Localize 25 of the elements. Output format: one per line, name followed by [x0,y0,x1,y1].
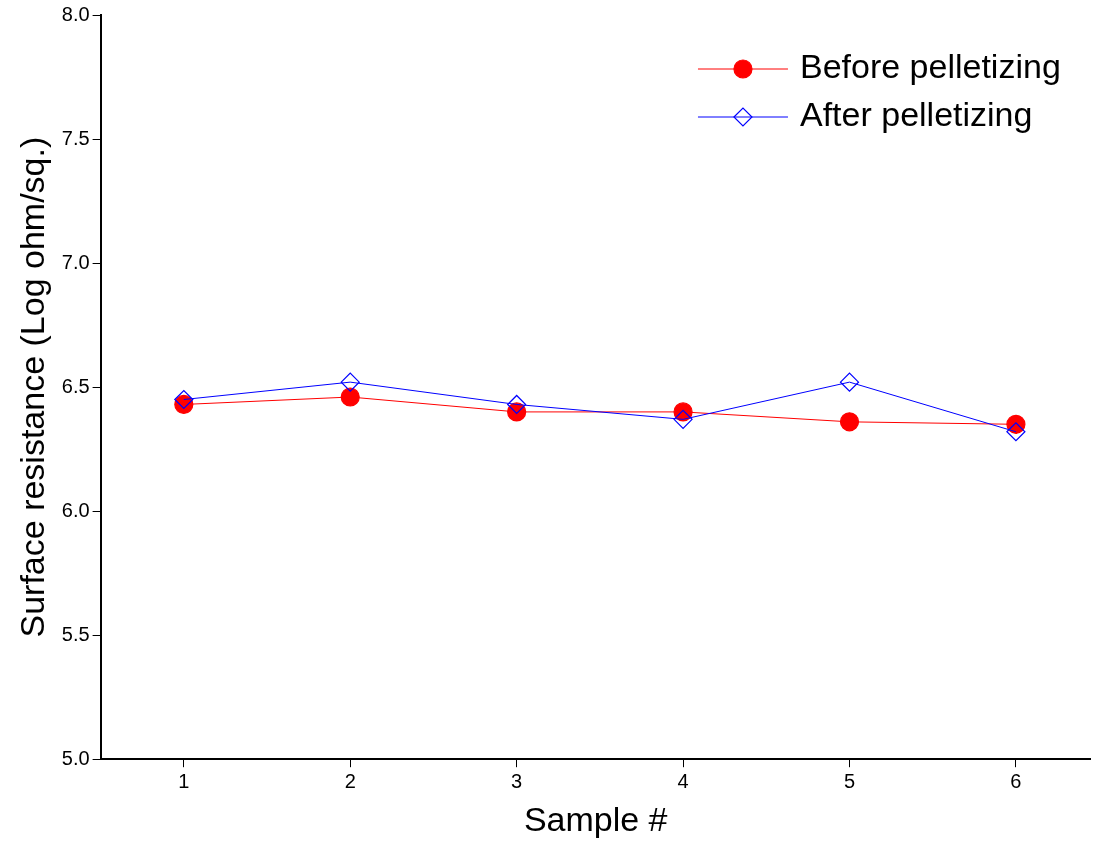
point [1006,422,1026,442]
point [673,409,693,429]
y-tick-label: 5.0 [61,746,90,769]
y-tick-label: 8.0 [61,2,90,25]
point [340,387,360,407]
x-tick-label: 2 [344,769,356,792]
y-tick-label: 6.0 [61,498,90,521]
x-tick-label: 1 [178,769,190,792]
y-tick-label: 5.5 [61,622,90,645]
point [839,412,860,432]
x-tick-label: 3 [511,769,523,792]
x-tick-label: 5 [843,769,856,792]
point [507,394,527,415]
legend-label: After pelletizing [799,95,1033,134]
point [174,389,194,410]
y-tick-label: 6.5 [61,374,90,397]
legend-label: Before pelletizing [799,47,1061,86]
y-tick-label: 7.5 [61,126,90,149]
x-tick-label: 4 [677,769,689,792]
y-axis-title: Surface resistance (Log ohm/sq.) [12,136,51,638]
y-tick-label: 7.0 [61,250,90,273]
x-axis-title: Sample # [523,799,668,838]
point [340,372,360,392]
x-tick-label: 6 [1010,769,1022,792]
point [839,372,860,392]
